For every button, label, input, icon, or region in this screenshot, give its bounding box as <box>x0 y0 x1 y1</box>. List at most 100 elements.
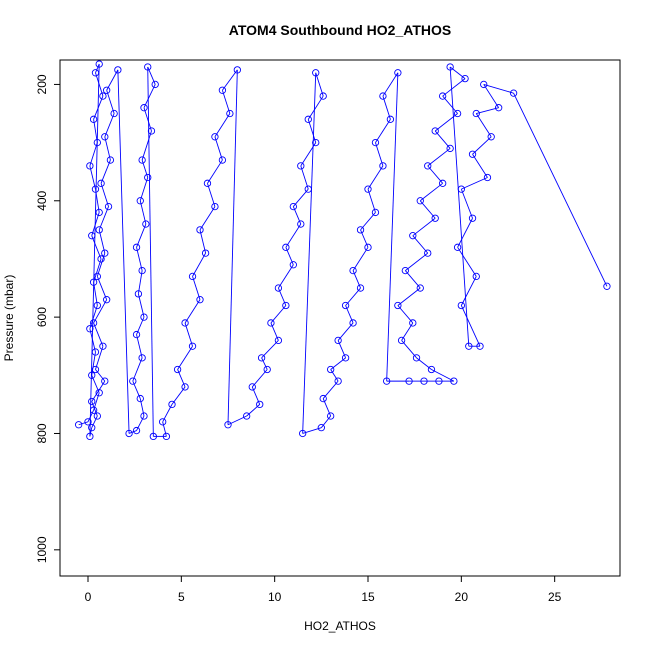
series-segment <box>457 218 473 248</box>
series-segment <box>475 113 492 138</box>
data-point <box>132 243 141 251</box>
series-segment <box>104 136 111 161</box>
data-point <box>89 278 98 286</box>
series-segment <box>292 188 309 207</box>
data-point <box>114 66 122 74</box>
data-point <box>101 377 109 385</box>
data-point <box>394 69 402 77</box>
series-segment <box>91 380 106 402</box>
series-segment <box>367 165 384 190</box>
series-segment <box>106 69 119 91</box>
data-point <box>379 92 387 100</box>
data-point <box>188 272 197 281</box>
data-point <box>256 400 264 409</box>
y-tick-label: 1000 <box>35 536 49 563</box>
data-point <box>151 80 159 89</box>
data-point <box>334 336 342 345</box>
data-point <box>211 133 219 141</box>
data-point <box>132 426 141 435</box>
data-point <box>93 138 101 147</box>
series-segment <box>100 159 111 184</box>
series-segment <box>95 369 106 382</box>
series-segment <box>192 276 201 300</box>
series-segment <box>221 90 231 114</box>
series-segment <box>93 282 98 306</box>
data-point <box>110 109 118 118</box>
series-segment <box>98 206 109 231</box>
series-segment <box>472 136 492 155</box>
data-point <box>457 301 465 310</box>
series-segment <box>419 200 436 219</box>
series-segment <box>137 293 145 318</box>
data-point <box>401 266 409 275</box>
series-segment <box>91 401 98 417</box>
data-point <box>89 319 98 327</box>
data-point <box>439 179 447 187</box>
series-segment <box>472 153 488 178</box>
data-point <box>95 389 103 397</box>
series-segment <box>136 247 143 271</box>
data-point <box>450 377 458 385</box>
data-point <box>356 226 365 234</box>
series-segment <box>330 369 339 382</box>
series-segment <box>449 66 470 347</box>
data-point <box>88 371 96 379</box>
series-segment <box>461 177 488 190</box>
series-segment <box>128 430 137 434</box>
data-point <box>138 156 146 164</box>
data-point <box>383 377 391 385</box>
series-segment <box>315 72 324 97</box>
data-point <box>465 342 473 350</box>
data-point <box>476 342 484 350</box>
data-point <box>93 272 101 281</box>
data-point <box>439 92 447 100</box>
series-segment <box>139 177 149 201</box>
x-tick-label: 10 <box>268 590 282 604</box>
series-segment <box>132 357 143 382</box>
series-segment <box>89 64 100 437</box>
series-segment <box>141 130 152 161</box>
data-point <box>201 249 210 257</box>
data-point <box>409 232 417 240</box>
series-segment <box>117 69 130 434</box>
series-segment <box>278 264 294 289</box>
data-point <box>95 226 103 234</box>
series-segment <box>91 351 96 376</box>
data-point <box>89 406 98 414</box>
data-point <box>431 214 439 222</box>
data-point <box>297 220 305 228</box>
y-tick-label: 600 <box>35 307 49 327</box>
series-segment <box>442 78 466 97</box>
series-segment <box>162 421 167 437</box>
series-segment <box>285 223 302 248</box>
data-point <box>282 301 290 310</box>
data-point <box>159 418 167 426</box>
data-point <box>312 69 320 77</box>
data-point <box>99 342 107 350</box>
data-point <box>453 109 462 118</box>
series-segment <box>89 165 96 190</box>
data-point <box>86 325 94 333</box>
series-segment <box>214 136 223 161</box>
data-point <box>224 421 232 429</box>
data-point <box>136 197 144 205</box>
data-point <box>181 319 189 327</box>
data-point <box>203 179 212 187</box>
series-segment <box>513 92 608 287</box>
series-segment <box>89 427 93 437</box>
data-point <box>86 432 94 441</box>
series-segment <box>367 189 376 213</box>
series-segment <box>137 270 143 294</box>
series-segment <box>184 299 201 324</box>
data-point <box>297 162 305 170</box>
series-segment <box>401 340 417 359</box>
series-segment <box>427 148 451 167</box>
series-segment <box>460 305 481 347</box>
series-segment <box>184 322 193 347</box>
series-segment <box>302 72 317 434</box>
series-segment <box>91 235 102 260</box>
data-point <box>173 365 182 374</box>
data-point <box>356 284 365 292</box>
x-tick-label: 15 <box>361 590 375 604</box>
series-segment <box>360 212 376 231</box>
